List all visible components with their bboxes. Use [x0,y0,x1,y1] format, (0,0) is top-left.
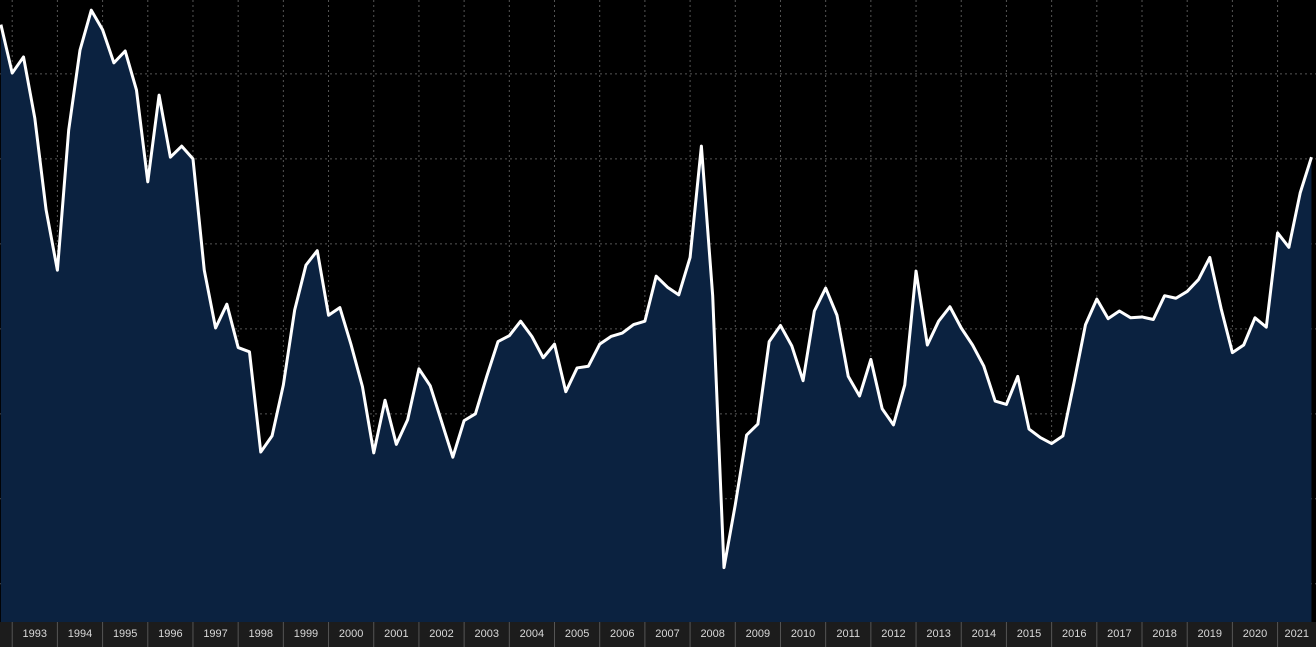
x-tick-label: 2003 [474,628,498,640]
x-tick-label: 2015 [1017,628,1041,640]
area-fill [0,10,1312,623]
x-tick-label: 2021 [1285,628,1309,640]
x-tick-label: 1996 [158,628,182,640]
x-tick-label: 2012 [881,628,905,640]
x-tick-label: 1999 [294,628,318,640]
x-tick-label: 2007 [655,628,679,640]
x-tick-label: 2001 [384,628,408,640]
x-tick-label: 2008 [700,628,724,640]
x-tick-label: 2020 [1243,628,1267,640]
x-tick-label: 1995 [113,628,137,640]
x-tick-label: 1998 [249,628,273,640]
x-tick-label: 2006 [610,628,634,640]
x-tick-label: 1994 [68,628,92,640]
x-tick-label: 1997 [203,628,227,640]
x-tick-label: 2005 [565,628,589,640]
x-tick-label: 1993 [23,628,47,640]
x-tick-label: 2009 [746,628,770,640]
x-axis: 1993 1994 1995 1996 1997 1998 1999 2000 2001 2002… [11,622,1309,647]
x-tick-label: 2018 [1152,628,1176,640]
x-tick-label: 2016 [1062,628,1086,640]
x-tick-label: 2013 [926,628,950,640]
x-tick-label: 2004 [520,628,544,640]
x-tick-label: 2000 [339,628,363,640]
x-tick-label: 2002 [429,628,453,640]
x-tick-label: 2010 [791,628,815,640]
x-tick-label: 2014 [972,628,996,640]
x-tick-label: 2011 [836,628,860,640]
x-tick-label: 2017 [1107,628,1131,640]
x-tick-label: 2019 [1198,628,1222,640]
series [0,8,1313,623]
line [0,8,1313,570]
